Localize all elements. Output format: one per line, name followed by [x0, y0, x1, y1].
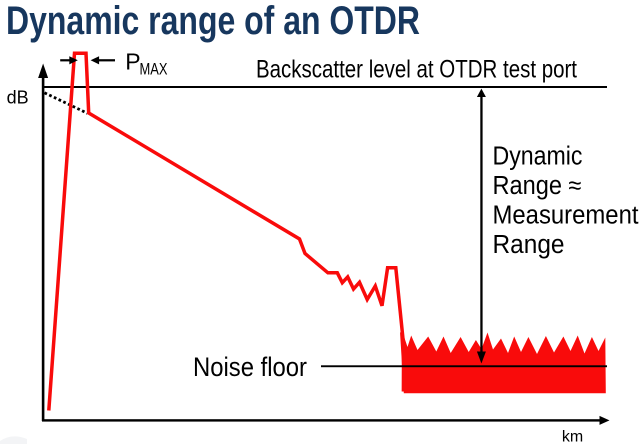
svg-text:Range: Range [493, 231, 565, 259]
svg-text:dB: dB [7, 87, 29, 107]
svg-text:Backscatter level at OTDR test: Backscatter level at OTDR test port [256, 56, 577, 84]
svg-text:Measurement: Measurement [493, 202, 639, 230]
svg-text:Range ≈: Range ≈ [493, 172, 582, 200]
svg-text:MAX: MAX [140, 60, 168, 79]
svg-text:Dynamic range of an OTDR: Dynamic range of an OTDR [6, 0, 420, 43]
svg-text:Noise floor: Noise floor [193, 352, 307, 382]
svg-text:Dynamic: Dynamic [493, 143, 583, 171]
svg-text:P: P [125, 48, 140, 74]
svg-text:km: km [562, 428, 583, 444]
